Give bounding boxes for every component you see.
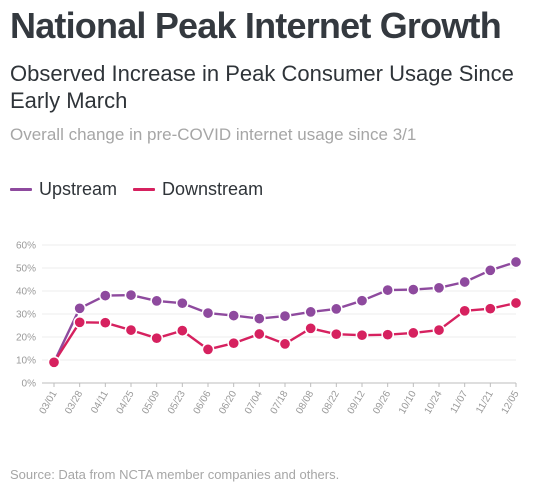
x-tick-label: 05/09 (140, 389, 162, 417)
downstream-point (483, 302, 497, 316)
chart-subtitle: Observed Increase in Peak Consumer Usage… (10, 61, 514, 113)
x-tick-label: 09/12 (346, 389, 368, 417)
upstream-point (381, 283, 395, 297)
downstream-point (150, 331, 164, 345)
source-note: Source: Data from NCTA member companies … (10, 467, 340, 482)
downstream-point (432, 323, 446, 337)
chart-title: National Peak Internet Growth (10, 5, 502, 46)
downstream-point (278, 337, 292, 351)
downstream-point (355, 328, 369, 342)
upstream-point (406, 283, 420, 296)
series-upstream (47, 255, 523, 369)
y-tick-label: 10% (16, 356, 36, 367)
downstream-point (73, 315, 87, 329)
upstream-point (201, 306, 215, 320)
legend-swatch-upstream (10, 187, 32, 191)
x-tick-label: 12/05 (500, 389, 522, 417)
x-tick-label: 11/21 (474, 389, 496, 416)
upstream-point (227, 309, 241, 322)
gridlines (42, 244, 516, 384)
upstream-point (483, 263, 497, 277)
x-tick-label: 09/26 (371, 389, 393, 417)
upstream-point (98, 289, 112, 302)
x-tick-label: 06/06 (192, 389, 214, 417)
downstream-point (329, 327, 343, 341)
y-tick-label: 40% (16, 287, 36, 298)
y-tick-label: 30% (16, 310, 36, 321)
x-tick-label: 06/20 (217, 389, 239, 417)
downstream-point (458, 304, 472, 318)
x-tick-label: 08/22 (320, 389, 342, 417)
y-tick-label: 20% (16, 333, 36, 344)
line-chart: 0% 10% 20% 30% 40% 50% 60% 03/01 03/28 04/11 04/25… (16, 241, 523, 417)
downstream-point (304, 321, 318, 335)
x-tick-label: 03/01 (38, 389, 60, 417)
y-tick-label: 50% (16, 264, 36, 275)
upstream-point (278, 309, 292, 323)
upstream-point (432, 281, 446, 295)
y-tick-label: 60% (16, 241, 36, 252)
legend-item-downstream[interactable]: Downstream (133, 177, 263, 201)
legend-label-downstream: Downstream (162, 179, 264, 199)
upstream-point (458, 275, 472, 289)
x-tick-label: 07/18 (269, 389, 291, 417)
downstream-point (201, 343, 215, 356)
series (47, 255, 523, 369)
x-tick-label: 10/10 (397, 389, 419, 417)
downstream-point (98, 316, 112, 330)
y-tick-label: 0% (22, 379, 37, 390)
x-tick-label: 10/24 (423, 389, 445, 417)
downstream-point (47, 355, 61, 369)
downstream-point (227, 336, 241, 350)
x-tick-label: 08/08 (294, 389, 316, 417)
upstream-point (509, 255, 523, 269)
x-tick-label: 05/23 (166, 389, 188, 417)
downstream-point (509, 296, 523, 310)
legend-label-upstream: Upstream (39, 179, 118, 199)
downstream-point (175, 324, 189, 337)
chart-legend: Upstream Downstream (10, 176, 279, 202)
x-tick-label: 07/04 (243, 389, 265, 417)
upstream-point (355, 294, 369, 308)
upstream-point (252, 312, 266, 325)
series-downstream (47, 296, 523, 369)
x-tick-label: 04/25 (115, 389, 137, 417)
upstream-point (329, 302, 343, 316)
axes: 0% 10% 20% 30% 40% 50% 60% 03/01 03/28 04/11 04/25… (16, 241, 522, 417)
legend-swatch-downstream (133, 187, 156, 191)
downstream-point (124, 323, 138, 337)
upstream-point (124, 288, 138, 302)
x-tick-label: 03/28 (63, 389, 85, 417)
upstream-point (150, 294, 164, 308)
downstream-point (252, 327, 266, 341)
legend-item-upstream[interactable]: Upstream (10, 177, 117, 201)
chart-note: Overall change in pre-COVID internet usa… (10, 125, 417, 144)
downstream-point (381, 328, 395, 342)
x-tick-label: 11/07 (449, 389, 471, 416)
x-tick-label: 04/11 (89, 389, 111, 416)
downstream-point (406, 326, 420, 340)
upstream-point (304, 305, 318, 319)
upstream-point (175, 296, 189, 310)
upstream-point (73, 301, 87, 315)
